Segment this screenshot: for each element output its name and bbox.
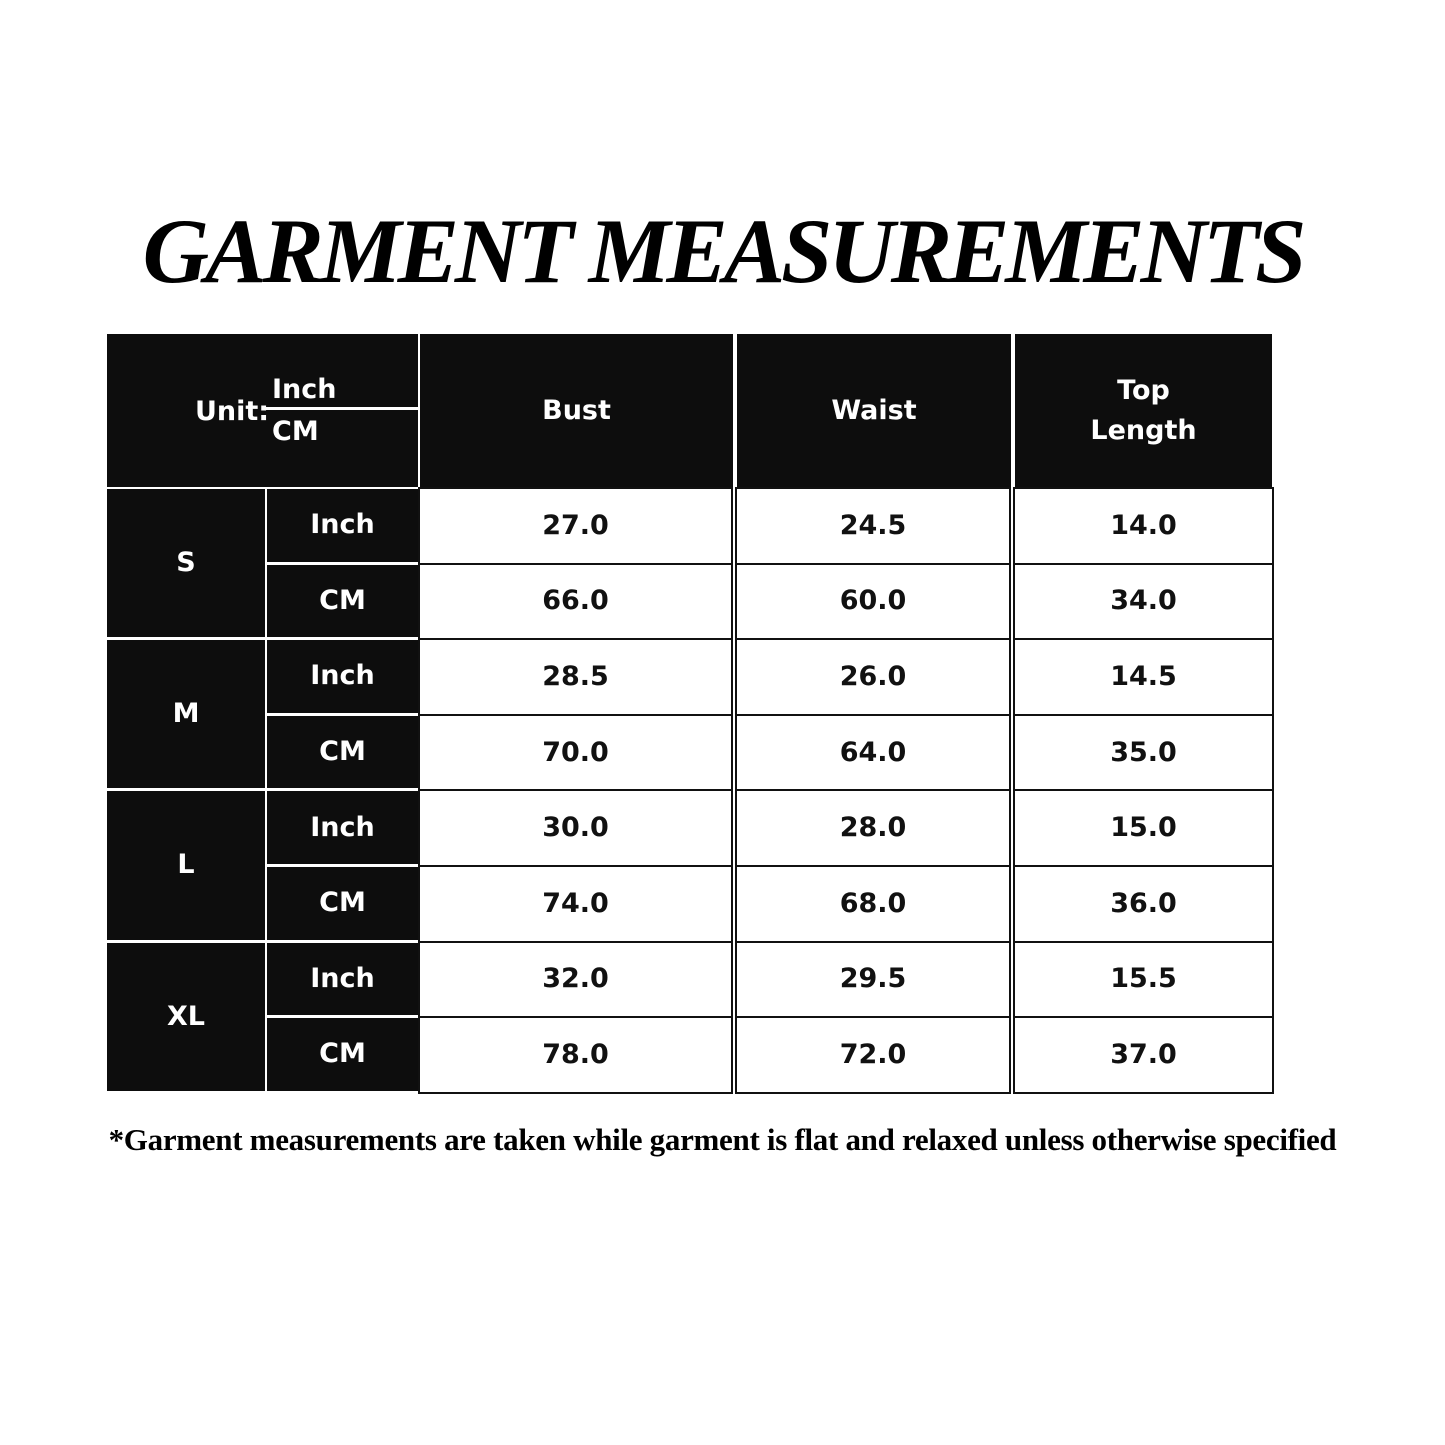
size-chart-table: Unit: Inch CM Bust Waist Top Length S Inch 27… [107, 334, 1274, 1094]
size-label: L [107, 791, 265, 940]
table-cell: 14.5 [1013, 638, 1274, 716]
unit-label: Inch [267, 942, 418, 1016]
table-cell: 27.0 [418, 487, 733, 565]
column-header: Waist [737, 334, 1011, 487]
table-cell: 36.0 [1013, 865, 1274, 943]
unit-divider [265, 407, 418, 410]
table-cell: 60.0 [735, 562, 1011, 641]
table-cell: 37.0 [1013, 1016, 1274, 1094]
table-cell: 35.0 [1013, 713, 1274, 792]
unit-label: CM [267, 564, 418, 638]
unit-label: Inch [267, 489, 418, 562]
table-cell: 15.0 [1013, 789, 1274, 867]
unit-label: CM [267, 867, 418, 940]
table-cell: 64.0 [735, 713, 1011, 792]
size-label: M [107, 640, 265, 789]
table-cell: 29.5 [735, 940, 1011, 1019]
table-cell: 15.5 [1013, 940, 1274, 1019]
table-cell: 26.0 [735, 638, 1011, 716]
column-header: Top Length [1015, 334, 1272, 487]
footnote: *Garment measurements are taken while ga… [108, 1122, 1337, 1157]
unit-cm-label: CM [272, 416, 319, 447]
unit-label: CM [267, 715, 418, 789]
table-cell: 74.0 [418, 865, 733, 943]
table-cell: 68.0 [735, 865, 1011, 943]
unit-header-cell [107, 334, 418, 487]
table-cell: 66.0 [418, 562, 733, 641]
unit-label: Inch [267, 791, 418, 864]
unit-label: Inch [267, 640, 418, 713]
table-cell: 14.0 [1013, 487, 1274, 565]
table-cell: 28.0 [735, 789, 1011, 867]
table-cell: 24.5 [735, 487, 1011, 565]
size-label: S [107, 489, 265, 638]
table-cell: 78.0 [418, 1016, 733, 1094]
table-cell: 32.0 [418, 940, 733, 1019]
page-title: GARMENT MEASUREMENTS [142, 200, 1307, 302]
unit-inch-label: Inch [272, 374, 337, 405]
size-label: XL [107, 942, 265, 1091]
table-cell: 70.0 [418, 713, 733, 792]
table-cell: 28.5 [418, 638, 733, 716]
table-cell: 34.0 [1013, 562, 1274, 641]
table-cell: 30.0 [418, 789, 733, 867]
table-cell: 72.0 [735, 1016, 1011, 1094]
unit-label: Unit: [195, 396, 270, 427]
column-header: Bust [420, 334, 733, 487]
unit-label: CM [267, 1018, 418, 1091]
